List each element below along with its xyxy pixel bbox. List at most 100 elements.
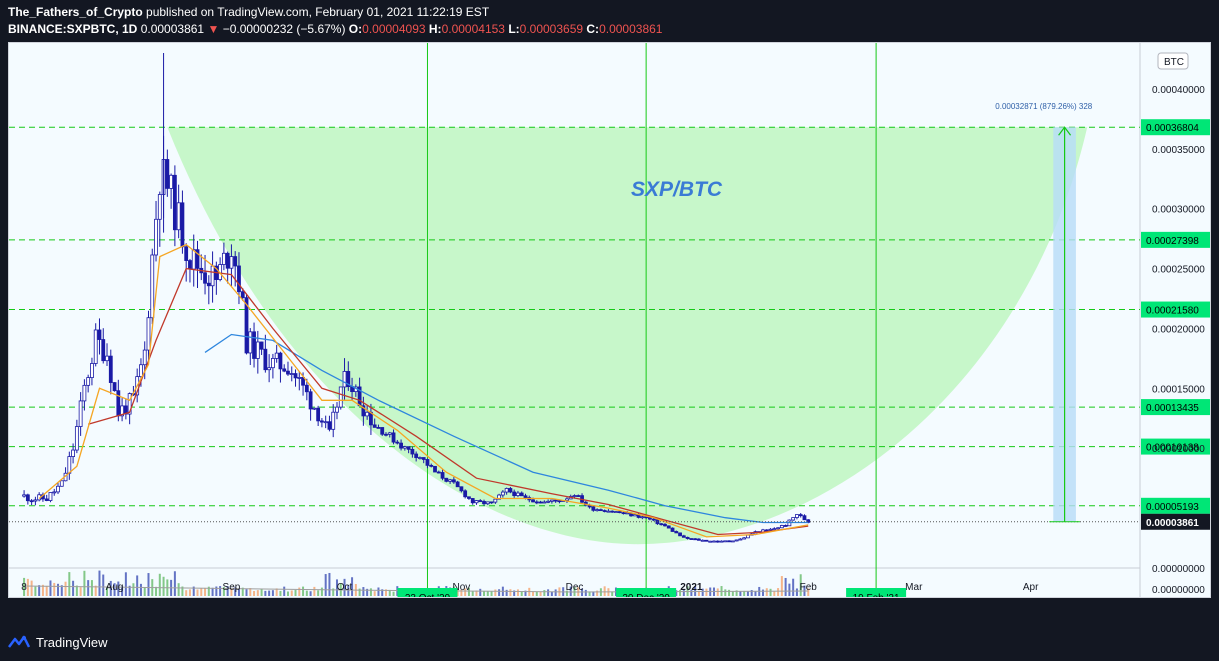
candle-body bbox=[598, 509, 603, 512]
candle-body bbox=[210, 265, 215, 287]
x-tick-label: Dec bbox=[566, 582, 584, 593]
candle-body bbox=[508, 488, 513, 493]
volume-bar bbox=[279, 590, 282, 596]
candle-body bbox=[112, 382, 117, 392]
volume-bar bbox=[777, 588, 780, 596]
tradingview-logo-icon[interactable] bbox=[8, 635, 30, 649]
volume-bar bbox=[724, 589, 727, 596]
candle-body bbox=[233, 256, 238, 267]
volume-bar bbox=[611, 591, 614, 596]
volume-bar bbox=[302, 586, 305, 596]
candle-body bbox=[225, 252, 230, 269]
volume-bar bbox=[196, 589, 199, 596]
author-name[interactable]: The_Fathers_of_Crypto bbox=[8, 5, 143, 19]
volume-bar bbox=[324, 574, 327, 596]
candle-body bbox=[286, 370, 290, 375]
volume-bar bbox=[253, 590, 256, 596]
candle-body bbox=[463, 490, 468, 498]
candle-body bbox=[395, 441, 400, 444]
candle-body bbox=[56, 485, 60, 493]
volume-bar bbox=[185, 590, 188, 596]
candle-body bbox=[150, 254, 155, 319]
candle-body bbox=[768, 528, 773, 531]
volume-bar bbox=[68, 572, 71, 596]
ema-slow-line bbox=[204, 333, 809, 524]
candle-body bbox=[384, 433, 388, 436]
volume-bar bbox=[362, 587, 365, 596]
candle-body bbox=[320, 420, 324, 423]
volume-bar bbox=[471, 591, 474, 596]
x-tick-label: Nov bbox=[453, 582, 471, 593]
candle-body bbox=[67, 456, 72, 474]
candle-body bbox=[436, 471, 441, 474]
volume-bar bbox=[475, 590, 478, 596]
candle-body bbox=[670, 527, 675, 532]
candle-body bbox=[86, 377, 91, 386]
candle-body bbox=[78, 400, 83, 427]
candle-body bbox=[516, 492, 520, 496]
marker-date-label-bg bbox=[846, 588, 907, 597]
candle-body bbox=[704, 539, 709, 542]
candle-body bbox=[538, 501, 543, 504]
x-tick-label: 2021 bbox=[680, 582, 703, 593]
candle-body bbox=[614, 511, 618, 513]
volume-bar bbox=[460, 589, 463, 596]
candle-body bbox=[44, 498, 49, 501]
volume-bar bbox=[286, 591, 289, 596]
candle-body bbox=[229, 256, 234, 269]
volume-bar bbox=[94, 585, 97, 596]
candle-body bbox=[142, 349, 147, 366]
candle-body bbox=[127, 393, 132, 415]
level-label: 0.00036804 bbox=[1146, 123, 1199, 134]
candle-body bbox=[244, 297, 249, 354]
marker-date-label: 23 Oct '20 bbox=[405, 593, 451, 598]
volume-bar bbox=[547, 589, 550, 596]
candle-body bbox=[742, 537, 747, 540]
x-tick-label: Mar bbox=[905, 582, 923, 593]
volume-bar bbox=[773, 591, 776, 596]
volume-bar bbox=[41, 584, 44, 596]
currency-badge[interactable] bbox=[1157, 52, 1189, 70]
candle-body bbox=[523, 495, 528, 498]
volume-bar bbox=[313, 586, 316, 596]
candle-body bbox=[478, 500, 483, 502]
candle-body bbox=[764, 529, 769, 532]
volume-bar bbox=[679, 589, 682, 596]
publish-info: published on TradingView.com, February 0… bbox=[142, 5, 490, 19]
candle-body bbox=[708, 540, 713, 543]
ema-fast-line bbox=[38, 243, 809, 538]
candle-body bbox=[429, 464, 434, 467]
volume-bar bbox=[328, 572, 331, 596]
candle-body bbox=[248, 331, 253, 354]
candle-body bbox=[640, 516, 645, 519]
measure-label: 0.00032871 (879.26%) 328 bbox=[995, 102, 1093, 111]
volume-bar bbox=[743, 590, 746, 596]
volume-bar bbox=[241, 587, 244, 596]
candle-body bbox=[263, 348, 268, 371]
publish-line: The_Fathers_of_Crypto published on Tradi… bbox=[8, 5, 489, 19]
volume-bar bbox=[388, 589, 391, 596]
candle-body bbox=[120, 405, 124, 417]
candle-body bbox=[497, 494, 502, 500]
volume-bar bbox=[746, 591, 749, 596]
volume-bar bbox=[392, 591, 395, 596]
level-label-bg bbox=[1141, 301, 1210, 318]
volume-bar bbox=[754, 591, 757, 596]
volume-bar bbox=[317, 590, 320, 596]
price-chart[interactable]: 0.00036804 0.00027398 0.00021580 0.00013435… bbox=[9, 43, 1211, 598]
candle-body bbox=[557, 500, 562, 503]
chart-area[interactable]: 0.00036804 0.00027398 0.00021580 0.00013435… bbox=[8, 42, 1211, 598]
volume-bar bbox=[509, 589, 512, 596]
candle-body bbox=[301, 377, 305, 386]
volume-bar bbox=[795, 588, 798, 596]
candle-body bbox=[252, 331, 256, 359]
candle-body bbox=[25, 494, 30, 502]
volume-bar bbox=[143, 587, 146, 596]
volume-bar bbox=[155, 586, 158, 596]
candle-body bbox=[621, 512, 626, 515]
volume-bar bbox=[690, 590, 693, 596]
candle-body bbox=[278, 352, 283, 370]
volume-bar bbox=[30, 580, 33, 596]
volume-bar bbox=[701, 588, 704, 596]
